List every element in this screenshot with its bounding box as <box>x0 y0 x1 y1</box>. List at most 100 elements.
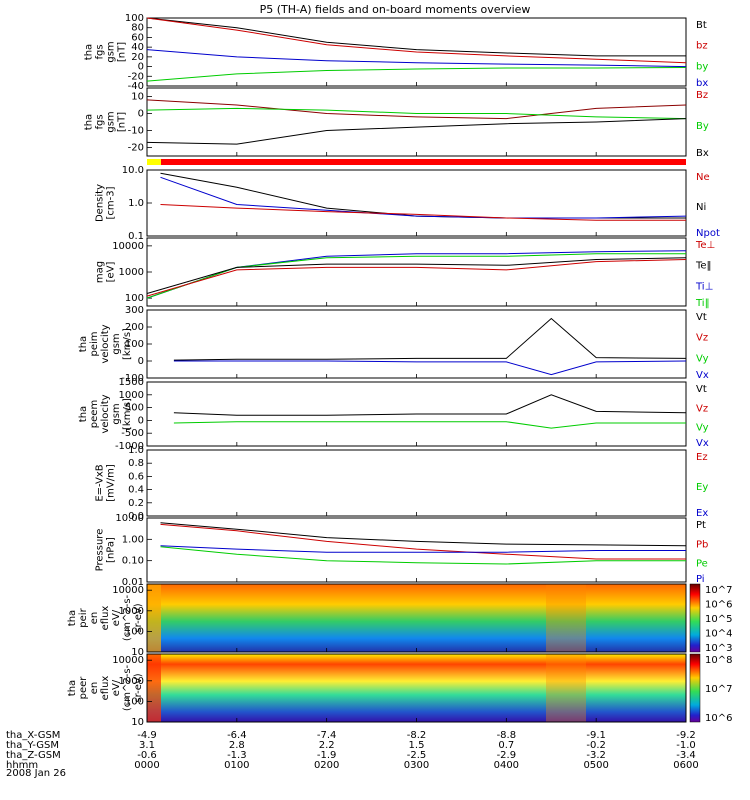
series-line-pi <box>160 545 686 553</box>
footer-value: -9.2 <box>676 730 696 741</box>
y-tick-label: 100 <box>125 626 144 637</box>
series-line-bz <box>146 17 687 64</box>
y-axis-label: gsm <box>111 333 122 354</box>
legend-entry: Ti‖ <box>695 298 710 309</box>
y-axis-label: fgs <box>95 114 106 129</box>
y-axis-label: velocity <box>100 324 111 363</box>
footer-value: 0100 <box>224 760 249 771</box>
series-line-pb <box>160 523 686 560</box>
y-axis-label: [cm-3] <box>106 186 117 219</box>
series-line-vt <box>173 394 687 416</box>
panel-2: 10 0 -10 -20 tha fgs gsm [nT] Bz By Bx <box>84 87 709 159</box>
legend-entry: Pb <box>696 539 708 550</box>
y-tick-label: 1000 <box>119 606 144 617</box>
footer-value: -1.3 <box>227 750 247 761</box>
y-tick-label: -100 <box>121 373 144 384</box>
y-tick-label: 10 <box>131 92 144 103</box>
y-tick-label: 0.4 <box>128 485 144 496</box>
y-axis-label: gsm <box>106 41 117 62</box>
y-axis-label: peem <box>89 400 100 428</box>
footer-value: -1.9 <box>317 750 337 761</box>
footer-value: -9.1 <box>586 730 606 741</box>
panel-frame <box>146 169 687 237</box>
panel-frame <box>146 449 687 517</box>
y-tick-label: 1500 <box>119 377 144 388</box>
y-axis-label: peer <box>78 676 89 700</box>
panel-frame <box>146 517 687 583</box>
legend-entry: Ne <box>696 172 710 183</box>
legend-entry: Ez <box>696 452 708 463</box>
footer-value: -7.4 <box>317 730 337 741</box>
footer-value: -8.8 <box>497 730 517 741</box>
spectrogram-onset-band <box>147 654 161 722</box>
series-line-bx <box>146 49 687 68</box>
y-tick-label: 1.0 <box>128 198 144 209</box>
series-line-pt <box>160 522 687 547</box>
footer-value: -2.9 <box>497 750 517 761</box>
footer-value: -0.2 <box>586 740 606 751</box>
footer-value: -8.2 <box>407 730 427 741</box>
footer-value: 0600 <box>673 760 698 771</box>
spectrogram-onset-band <box>147 584 161 652</box>
y-axis-label: (cm^2-s- <box>122 664 133 711</box>
y-tick-label: -40 <box>128 81 144 92</box>
series-line-ti‖ <box>146 253 686 299</box>
legend-entry: Vt <box>696 312 707 323</box>
y-axis-label: tha <box>78 406 89 422</box>
y-axis-label: gsm <box>111 403 122 424</box>
legend-entry: Ey <box>696 482 708 493</box>
y-axis-label: peim <box>89 331 100 356</box>
colorbar-label: 10^5 <box>705 614 732 625</box>
y-tick-label: 10 <box>131 647 144 658</box>
footer-value: -6.4 <box>227 730 247 741</box>
y-axis-label: tha <box>67 680 78 696</box>
legend-entry: Te‖ <box>695 261 712 272</box>
panel-7: 1.0 0.8 0.6 0.4 0.2 0.0 E=-VxB [mV/m] Ez Ey Ex <box>95 445 709 522</box>
colorbar-label: 10^4 <box>705 629 732 640</box>
y-tick-label: 10 <box>131 717 144 728</box>
date-label: 2008 Jan 26 <box>6 768 66 779</box>
y-axis-label: tha <box>84 114 95 130</box>
y-axis-label: E=-VxB <box>95 464 106 501</box>
colorbar-label: 10^6 <box>705 713 732 724</box>
footer-value: -3.2 <box>586 750 606 761</box>
y-tick-label: 10000 <box>112 585 144 596</box>
spectrogram-event-band <box>546 584 586 652</box>
y-axis-label: fgs <box>95 44 106 59</box>
footer-value: 1.5 <box>409 740 425 751</box>
y-tick-label: -10 <box>128 126 144 137</box>
legend-entry: Npot <box>696 228 720 239</box>
panel-10: 10^8 10^7 10^6 10000 1000 100 10 tha peer en eflux… <box>67 653 732 728</box>
legend-entry: Vy <box>696 423 709 434</box>
chart-title: P5 (TH-A) fields and on-board moments ov… <box>260 3 531 16</box>
y-axis-label: [km/s] <box>122 328 133 360</box>
y-tick-label: 10.0 <box>122 165 144 176</box>
y-axis-label: tha <box>84 44 95 60</box>
y-axis-label: tha <box>78 336 89 352</box>
y-axis-label: eV/ <box>111 679 122 696</box>
y-axis-label: gsm <box>106 111 117 132</box>
y-tick-label: 500 <box>125 403 144 414</box>
y-axis-label: velocity <box>100 394 111 433</box>
y-axis-label: en <box>89 682 100 695</box>
panel-5: 300 200 100 0 -100 tha peim velocity gsm [km/s] Vt… <box>78 305 709 384</box>
legend-entry: Bt <box>696 20 707 31</box>
series-line-ti⊥ <box>146 250 687 299</box>
legend-entry: Vy <box>696 353 709 364</box>
legend-entry: By <box>696 121 709 132</box>
y-tick-label: -20 <box>128 71 144 82</box>
series-line-bz <box>146 99 687 120</box>
y-axis-label: Density <box>95 184 106 222</box>
y-tick-label: -20 <box>128 143 144 154</box>
spectrogram-event-band <box>546 654 586 722</box>
y-tick-label: 0.1 <box>128 231 144 242</box>
series-line-ni <box>160 172 686 219</box>
footer-value: 2.8 <box>229 740 245 751</box>
y-tick-label: 10000 <box>112 241 144 252</box>
y-tick-label: 300 <box>125 305 144 316</box>
footer-value: -2.5 <box>407 750 427 761</box>
y-axis-label: (cm^2-s- <box>122 594 133 641</box>
